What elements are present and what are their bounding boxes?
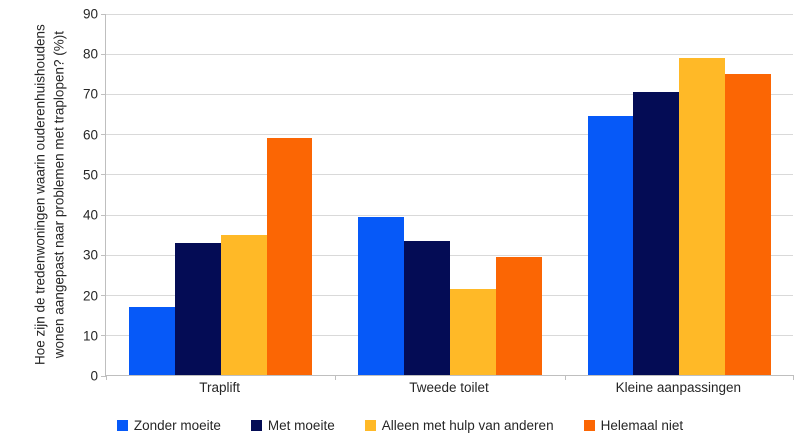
y-axis-tick-mark	[101, 134, 106, 136]
legend-swatch-icon	[583, 419, 595, 431]
legend-label: Alleen met hulp van anderen	[381, 417, 554, 433]
x-axis-category-labels: Traplift Tweede toilet Kleine aanpassingen	[105, 380, 793, 400]
y-axis-tick-mark	[101, 13, 106, 15]
y-axis-tick-label: 30	[82, 247, 98, 263]
gridline	[106, 134, 793, 136]
bar	[495, 256, 542, 375]
y-axis-tick-mark	[101, 214, 106, 216]
y-axis-tick-label: 10	[82, 328, 98, 344]
y-axis-tick-label: 70	[82, 86, 98, 102]
gridline	[106, 13, 793, 15]
bar	[633, 92, 680, 375]
bar	[587, 116, 634, 375]
bar	[266, 138, 313, 375]
bar	[174, 242, 221, 375]
gridline	[106, 174, 793, 176]
legend-label: Helemaal niet	[600, 417, 684, 433]
y-axis-tick-mark	[101, 174, 106, 176]
y-axis-tick-mark	[101, 295, 106, 297]
x-axis-tick-mark	[106, 375, 107, 380]
bar	[449, 288, 496, 375]
y-axis-tick-label: 60	[82, 127, 98, 143]
bar-group-3	[565, 14, 794, 375]
bar	[128, 306, 175, 375]
bar-group-2	[335, 14, 564, 375]
plot-area	[101, 13, 794, 380]
y-axis-tick-mark	[101, 375, 106, 377]
legend-swatch-icon	[364, 419, 376, 431]
x-category-label: Kleine aanpassingen	[615, 380, 741, 395]
bar	[358, 216, 405, 375]
legend-item: Met moeite	[250, 417, 335, 433]
legend-item: Alleen met hulp van anderen	[364, 417, 554, 433]
bar	[725, 74, 772, 375]
y-axis-tick-label: 40	[82, 207, 98, 223]
bar	[679, 58, 726, 375]
y-axis-tick-mark	[101, 53, 106, 55]
legend-label: Met moeite	[267, 417, 335, 433]
bar	[404, 240, 450, 375]
chart-legend: Zonder moeite Met moeite Alleen met hulp v…	[0, 413, 800, 437]
x-axis-tick-mark	[335, 375, 336, 380]
y-axis-tick-label: 50	[82, 167, 98, 183]
legend-item: Zonder moeite	[116, 417, 221, 433]
x-category-label: Tweede toilet	[409, 380, 489, 395]
y-axis-tick-label: 20	[82, 288, 98, 304]
legend-swatch-icon	[250, 419, 262, 431]
gridline	[106, 53, 793, 55]
bar	[220, 234, 267, 375]
y-axis-tick-mark	[101, 93, 106, 95]
y-axis-title: Hoe zijn de tredenwoningen waarin oudere…	[6, 14, 94, 376]
legend-label: Zonder moeite	[133, 417, 221, 433]
bar-group-1	[106, 14, 335, 375]
x-axis-tick-mark	[565, 375, 566, 380]
y-axis-tick-label: 90	[82, 6, 98, 22]
legend-swatch-icon	[116, 419, 128, 431]
x-category-label: Traplift	[199, 380, 241, 395]
y-axis-tick-mark	[101, 335, 106, 337]
gridline	[106, 214, 793, 216]
y-axis-tick-label: 0	[90, 368, 98, 384]
gridline	[106, 93, 793, 95]
y-axis-tick-mark	[101, 254, 106, 256]
x-axis-tick-mark	[793, 375, 794, 380]
legend-item: Helemaal niet	[583, 417, 684, 433]
y-axis-tick-label: 80	[82, 46, 98, 62]
